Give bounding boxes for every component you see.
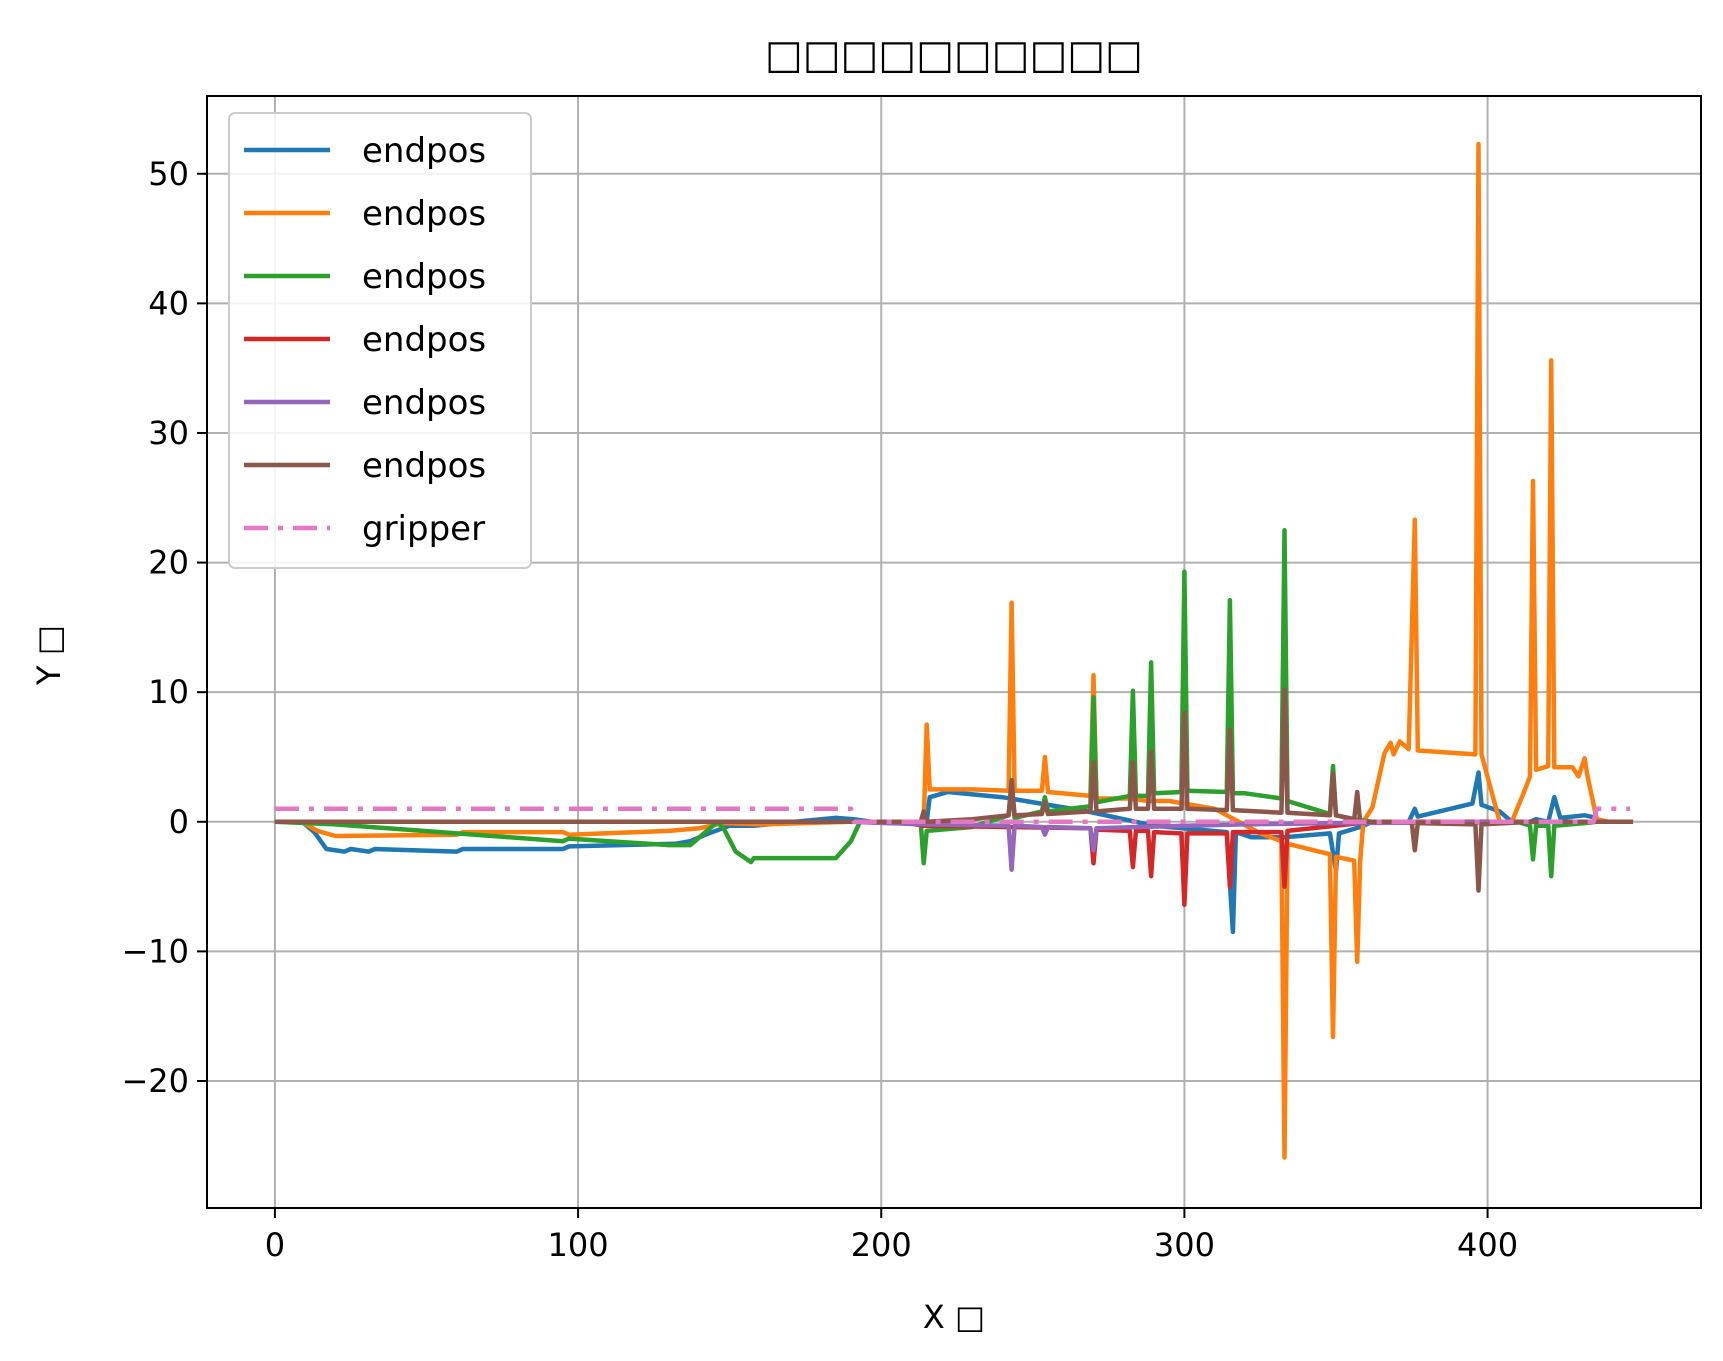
- x-axis-label: X □: [923, 1298, 985, 1336]
- legend-box: [228, 112, 532, 569]
- series-lines: [274, 141, 1634, 1160]
- x-tick-label: 200: [851, 1226, 912, 1264]
- y-axis-label: Y □: [30, 625, 68, 686]
- y-axis-ticks: −20 −10 0 10 20 30 40 50: [121, 155, 207, 1100]
- legend-label: endpos: [362, 446, 486, 486]
- x-tick-label: 400: [1457, 1226, 1518, 1264]
- y-tick-label: 20: [148, 544, 189, 582]
- y-tick-label: 0: [169, 803, 189, 841]
- legend-label: endpos: [362, 383, 486, 423]
- y-tick-label: 10: [148, 673, 189, 711]
- x-tick-label: 0: [265, 1226, 285, 1264]
- y-tick-label: −10: [121, 932, 189, 970]
- legend-label: endpos: [362, 131, 486, 171]
- y-tick-label: 50: [148, 155, 189, 193]
- legend-label: endpos: [362, 320, 486, 360]
- legend-label: endpos: [362, 194, 486, 234]
- series-line-7: [274, 806, 1631, 825]
- legend: endpos endpos endpos endpos endpos endpos grip…: [228, 112, 532, 569]
- y-tick-label: 30: [148, 414, 189, 452]
- legend-label: endpos: [362, 257, 486, 297]
- chart-title: □□□□□□□□□□: [765, 32, 1143, 78]
- series-line-5: [274, 819, 1597, 872]
- legend-label: gripper: [362, 509, 485, 549]
- axes-frame: [206, 95, 1702, 1209]
- x-tick-label: 100: [548, 1226, 609, 1264]
- y-tick-label: −20: [121, 1062, 189, 1100]
- y-tick-label: 40: [148, 284, 189, 322]
- x-axis-ticks: 0 100 200 300 400: [265, 1208, 1518, 1264]
- x-tick-label: 300: [1154, 1226, 1215, 1264]
